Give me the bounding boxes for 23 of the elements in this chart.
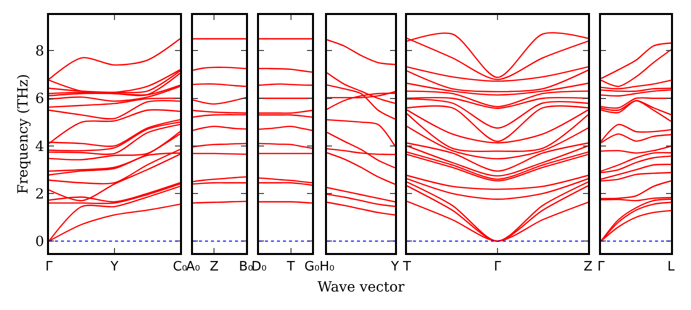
x-tick-label: L bbox=[667, 260, 676, 275]
x-tick-label: G₀ bbox=[304, 260, 320, 275]
y-tick-label: 0 bbox=[35, 234, 44, 250]
x-tick-label: T bbox=[286, 260, 295, 275]
x-tick-label: Y bbox=[390, 260, 400, 275]
x-tick-label: D₀ bbox=[251, 260, 267, 275]
y-tick-label: 2 bbox=[35, 186, 44, 202]
x-tick-label: Γ bbox=[45, 260, 54, 275]
x-tick-label: Z bbox=[210, 260, 219, 275]
x-tick-label: Γ bbox=[494, 260, 502, 275]
x-tick-label: H₀ bbox=[319, 260, 334, 275]
x-tick-label: Z bbox=[584, 260, 593, 275]
y-axis-title: Frequency (THz) bbox=[15, 74, 32, 194]
x-axis-title: Wave vector bbox=[318, 279, 405, 296]
y-tick-label: 4 bbox=[35, 138, 44, 155]
y-tick-label: 8 bbox=[35, 44, 44, 60]
y-tick-label: 6 bbox=[35, 91, 44, 108]
x-tick-label: Y bbox=[110, 260, 119, 275]
x-tick-label: A₀ bbox=[186, 260, 200, 275]
x-tick-label: B₀ bbox=[238, 260, 254, 275]
x-tick-label: T bbox=[402, 260, 412, 275]
x-tick-label: Γ bbox=[597, 260, 606, 275]
x-tick-label: C₀ bbox=[172, 260, 188, 275]
